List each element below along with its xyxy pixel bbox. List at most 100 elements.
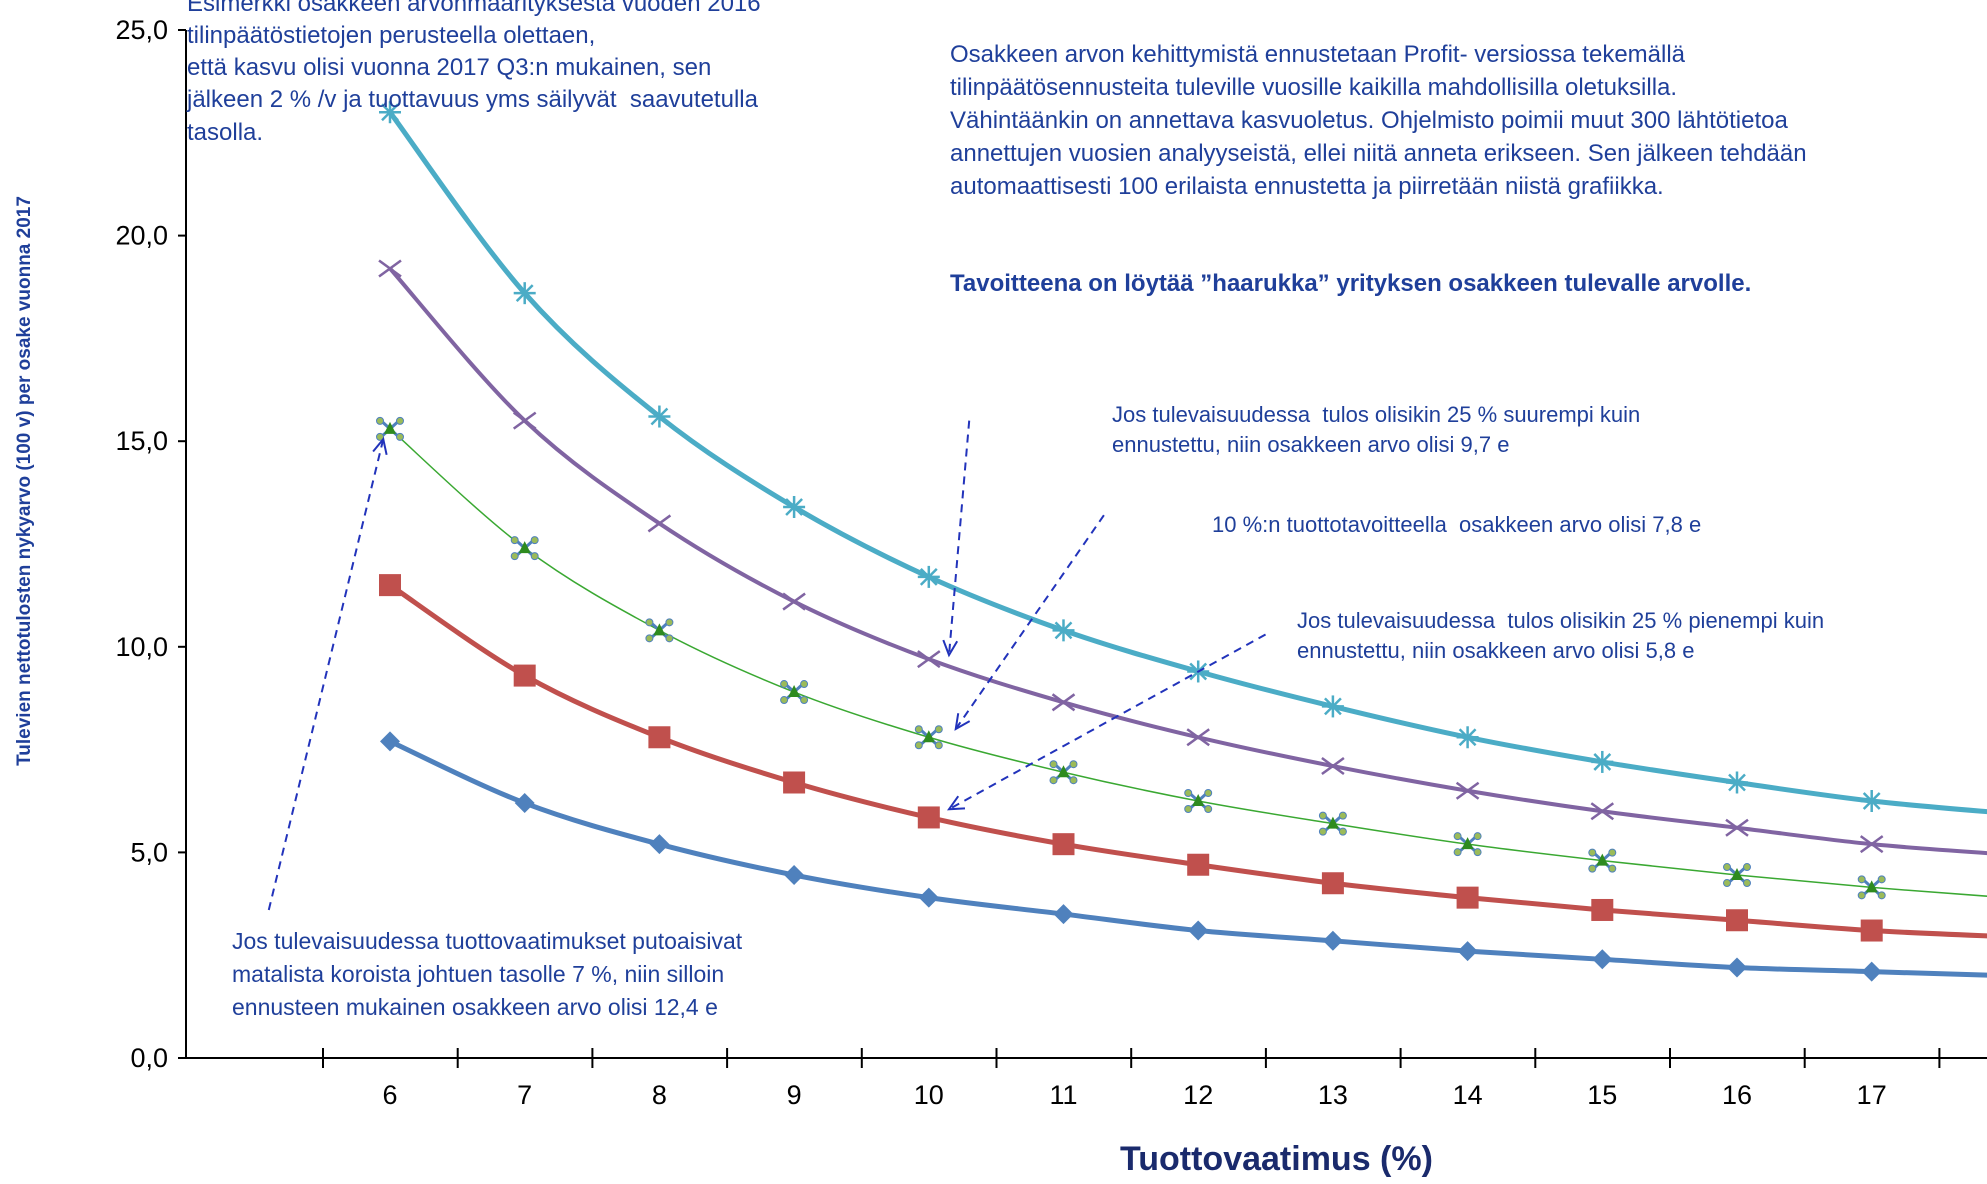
data-point-cluster bbox=[376, 416, 404, 441]
data-point-square bbox=[1591, 898, 1614, 921]
x-tick-label: 12 bbox=[1183, 1080, 1213, 1110]
annotation-down25: Jos tulevaisuudessa tulos olisikin 25 % … bbox=[1297, 608, 1825, 664]
y-tick-label: 20,0 bbox=[115, 221, 168, 251]
x-tick-label: 10 bbox=[914, 1080, 944, 1110]
annotation-arrow-1 bbox=[954, 514, 1105, 731]
data-point-cluster bbox=[1857, 875, 1886, 900]
data-point-square bbox=[379, 574, 401, 597]
data-point-square bbox=[1726, 909, 1748, 932]
series-0 bbox=[379, 101, 1987, 815]
data-point-x bbox=[647, 514, 672, 533]
x-tick-label: 16 bbox=[1722, 1080, 1752, 1110]
data-point-star bbox=[1726, 771, 1748, 794]
data-point-diamond bbox=[380, 731, 400, 752]
data-point-x bbox=[512, 411, 537, 430]
annotation-goal: Tavoitteena on löytää ”haarukka” yrityks… bbox=[950, 270, 1752, 297]
y-axis-label: Tulevien nettotulosten nykyarvo (100 v) … bbox=[14, 196, 35, 766]
data-point-star bbox=[1321, 695, 1344, 718]
data-point-cluster bbox=[510, 536, 539, 561]
series-4 bbox=[380, 731, 1987, 982]
data-point-square bbox=[513, 664, 536, 687]
data-point-x bbox=[378, 259, 402, 278]
data-point-square bbox=[1321, 872, 1344, 895]
data-point-x bbox=[917, 650, 941, 669]
data-point-cluster bbox=[1184, 789, 1213, 813]
data-point-diamond bbox=[1188, 920, 1209, 941]
data-point-diamond bbox=[784, 865, 805, 886]
annotation-up25: Jos tulevaisuudessa tulos olisikin 25 % … bbox=[1112, 402, 1641, 458]
data-point-cluster bbox=[1049, 760, 1078, 785]
data-point-diamond bbox=[514, 793, 535, 814]
annotation-arrow-3 bbox=[267, 436, 388, 911]
y-tick-label: 25,0 bbox=[115, 15, 168, 45]
data-point-diamond bbox=[918, 887, 939, 908]
data-point-diamond bbox=[1053, 904, 1074, 925]
data-point-square bbox=[1456, 886, 1479, 909]
data-point-x bbox=[1725, 818, 1749, 837]
annotation-ten-percent: 10 %:n tuottotavoitteella osakkeen arvo … bbox=[1212, 512, 1702, 537]
data-point-cluster bbox=[1588, 848, 1617, 873]
annotation-arrow-2 bbox=[946, 633, 1267, 811]
annotation-arrow-0 bbox=[942, 420, 971, 658]
data-point-x bbox=[1455, 781, 1480, 800]
data-point-star bbox=[1860, 790, 1883, 812]
series-3 bbox=[379, 574, 1987, 942]
data-point-diamond bbox=[1861, 961, 1882, 982]
data-point-star bbox=[379, 101, 401, 124]
x-tick-label: 11 bbox=[1049, 1080, 1077, 1110]
data-point-diamond bbox=[1322, 930, 1343, 951]
series-line bbox=[387, 110, 1987, 815]
data-point-cluster bbox=[780, 680, 809, 705]
data-point-square bbox=[648, 726, 671, 749]
data-point-star bbox=[513, 282, 536, 305]
x-tick-label: 13 bbox=[1318, 1080, 1348, 1110]
x-tick-label: 7 bbox=[517, 1080, 532, 1110]
x-tick-label: 9 bbox=[787, 1080, 802, 1110]
data-point-star bbox=[648, 405, 671, 428]
x-tick-label: 17 bbox=[1857, 1080, 1887, 1110]
data-point-star bbox=[1591, 750, 1614, 773]
series-1 bbox=[378, 259, 1987, 856]
data-point-cluster bbox=[1453, 832, 1482, 857]
y-tick-label: 15,0 bbox=[115, 426, 168, 456]
data-point-diamond bbox=[1592, 949, 1613, 970]
data-point-x bbox=[782, 592, 806, 611]
data-point-star bbox=[783, 495, 806, 518]
data-point-x bbox=[1321, 757, 1345, 776]
data-point-diamond bbox=[1457, 941, 1478, 962]
data-point-x bbox=[1590, 802, 1615, 821]
annotation-example: Esimerkki osakkeen arvonmäärityksestä vu… bbox=[187, 0, 761, 146]
annotation-seven-percent: Jos tulevaisuudessa tuottovaatimukset pu… bbox=[232, 928, 743, 1020]
x-tick-label: 15 bbox=[1587, 1080, 1617, 1110]
chart-series bbox=[376, 101, 1987, 982]
data-point-square bbox=[1187, 853, 1210, 876]
data-point-star bbox=[1052, 619, 1075, 642]
data-point-cluster bbox=[1723, 863, 1751, 888]
data-point-square bbox=[917, 806, 940, 829]
data-point-x bbox=[1859, 835, 1884, 854]
data-point-star bbox=[1456, 726, 1479, 749]
x-tick-label: 14 bbox=[1453, 1080, 1483, 1110]
y-tick-label: 0,0 bbox=[130, 1043, 168, 1073]
series-line bbox=[388, 267, 1987, 856]
annotation-arrows bbox=[267, 420, 1267, 911]
series-2 bbox=[376, 416, 1987, 900]
data-point-diamond bbox=[649, 834, 670, 855]
y-tick-label: 10,0 bbox=[115, 632, 168, 662]
x-tick-label: 6 bbox=[382, 1080, 397, 1110]
data-point-square bbox=[1052, 833, 1075, 856]
data-point-diamond bbox=[1727, 957, 1747, 978]
chart-axes: 0,0 5,0 10,0 15,0 20,0 25,0 6 7 8 9 10 11 12 13 14 15 16… bbox=[115, 15, 1987, 1110]
data-point-x bbox=[1051, 693, 1076, 712]
data-point-star bbox=[917, 565, 940, 588]
data-point-cluster bbox=[914, 725, 943, 750]
annotation-description: Osakkeen arvon kehittymistä ennustetaan … bbox=[950, 41, 1807, 201]
data-point-x bbox=[1186, 728, 1210, 747]
data-point-square bbox=[1860, 919, 1883, 942]
x-tick-label: 8 bbox=[652, 1080, 667, 1110]
data-point-cluster bbox=[1318, 811, 1347, 836]
x-axis-label: Tuottovaatimus (%) bbox=[1120, 1140, 1433, 1178]
data-point-cluster bbox=[645, 618, 674, 643]
y-tick-label: 5,0 bbox=[130, 837, 168, 867]
